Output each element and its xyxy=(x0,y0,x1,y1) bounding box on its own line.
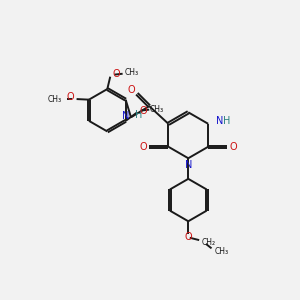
Text: O: O xyxy=(67,92,74,102)
Text: O: O xyxy=(127,85,135,94)
Text: CH₃: CH₃ xyxy=(150,105,164,114)
Text: O: O xyxy=(140,142,147,152)
Text: CH₃: CH₃ xyxy=(125,68,139,77)
Text: O: O xyxy=(184,232,192,242)
Text: N: N xyxy=(215,116,223,126)
Text: O: O xyxy=(139,106,147,116)
Text: CH₃: CH₃ xyxy=(47,94,61,103)
Text: N: N xyxy=(184,160,192,170)
Text: N: N xyxy=(122,111,129,121)
Text: CH₃: CH₃ xyxy=(214,247,229,256)
Text: O: O xyxy=(230,142,237,152)
Text: CH₂: CH₂ xyxy=(202,238,216,247)
Text: H: H xyxy=(135,110,142,120)
Text: O: O xyxy=(112,69,120,79)
Text: H: H xyxy=(224,116,231,126)
